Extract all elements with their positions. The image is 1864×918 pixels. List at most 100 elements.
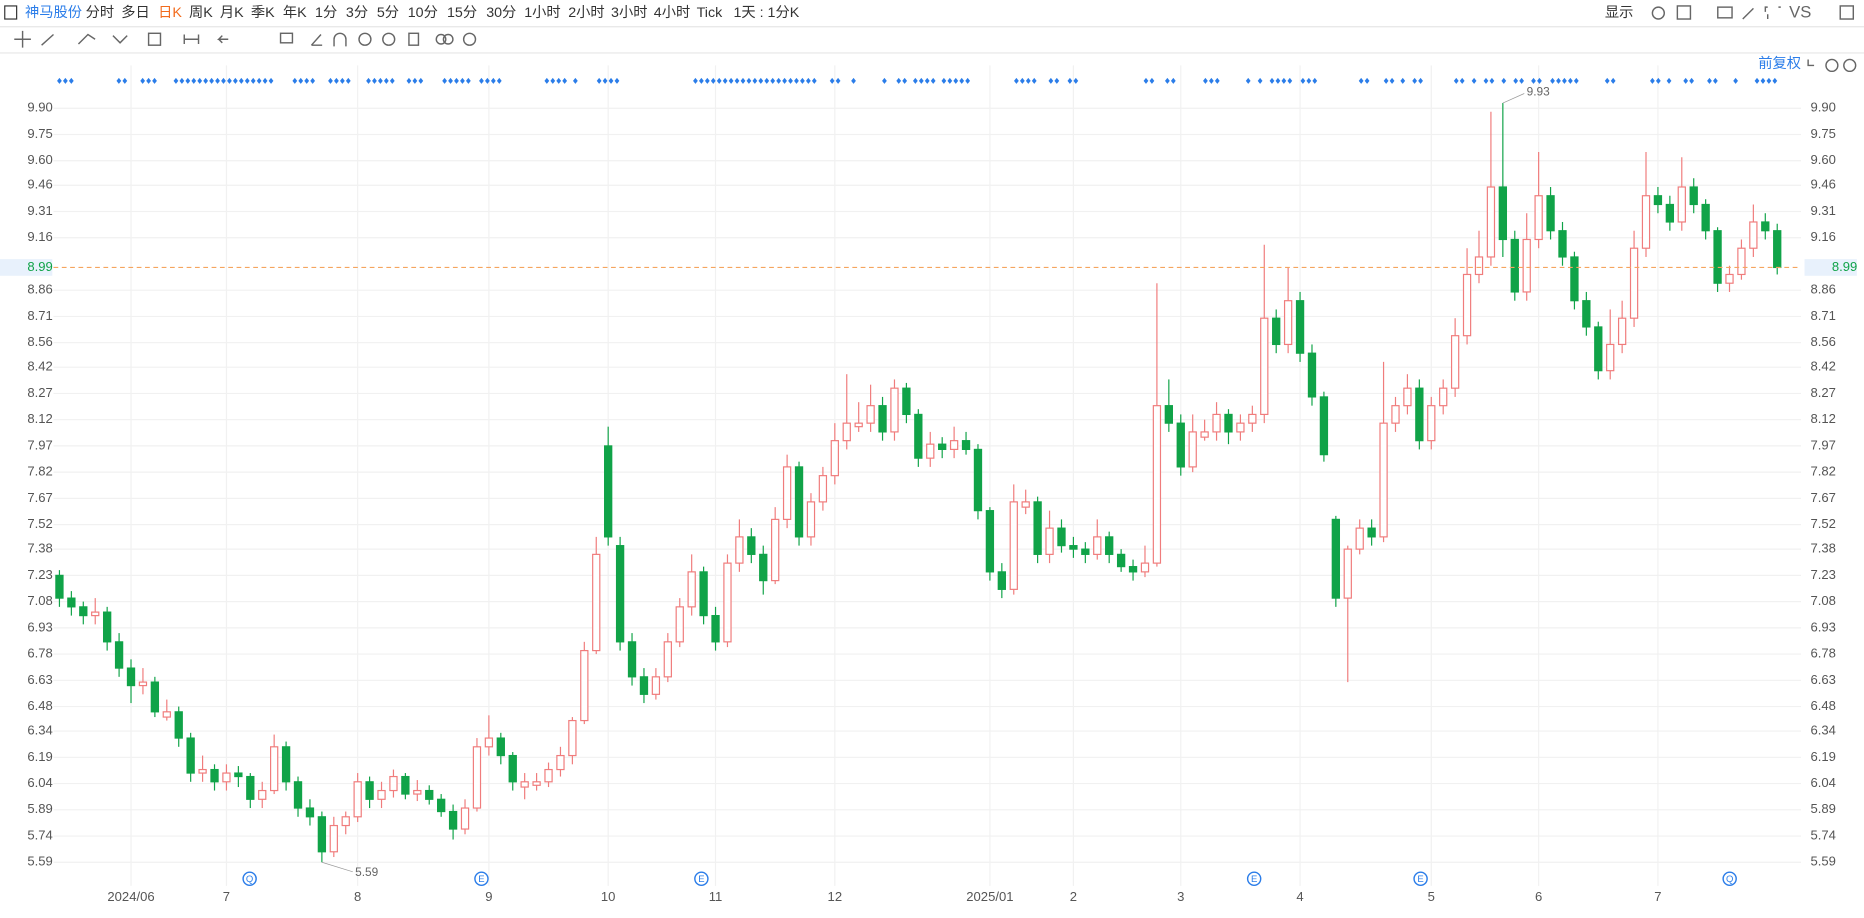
- min-label: 5.59: [355, 865, 379, 879]
- candle-body: [949, 440, 959, 451]
- range-tool[interactable]: [183, 34, 200, 44]
- reset-icon[interactable]: [1807, 59, 1815, 67]
- candle-body: [114, 641, 124, 669]
- display-menu[interactable]: 显示: [1605, 5, 1634, 21]
- comment-tool[interactable]: [279, 32, 294, 44]
- candle-body: [210, 768, 219, 783]
- candle-body: [568, 719, 577, 757]
- period-tab[interactable]: 多日: [121, 4, 150, 21]
- event-dot: [191, 77, 197, 84]
- arrow-tool[interactable]: [217, 35, 229, 44]
- period-tab[interactable]: 日K: [158, 5, 182, 21]
- event-dot: [947, 77, 953, 84]
- line-tool[interactable]: [41, 33, 54, 46]
- candle-body: [246, 775, 255, 800]
- hide-tool[interactable]: [382, 32, 396, 46]
- zoom-in[interactable]: [1843, 58, 1857, 73]
- x-tick-label: 7: [223, 889, 230, 904]
- candle-body: [592, 553, 601, 652]
- event-dot: [710, 77, 716, 84]
- event-dot: [1453, 77, 1459, 84]
- candle-body: [854, 422, 863, 428]
- link-tool[interactable]: [442, 33, 454, 45]
- y-tick-label: 5.89: [27, 801, 52, 816]
- event-dot: [596, 77, 602, 84]
- candle-body: [1379, 422, 1388, 538]
- event-dot: [479, 77, 484, 84]
- period-tab[interactable]: 3小时: [611, 4, 647, 21]
- angle-tool[interactable]: [310, 34, 323, 46]
- period-tab[interactable]: 年K: [283, 4, 307, 21]
- y-tick-label: 8.27: [27, 385, 52, 400]
- pen-icon[interactable]: [1742, 7, 1754, 20]
- event-dot: [959, 77, 965, 84]
- delete-tool[interactable]: [408, 32, 420, 46]
- y-tick-label-right: 8.56: [1811, 334, 1836, 349]
- candle-body: [1164, 405, 1173, 424]
- period-tab[interactable]: 2小时: [568, 4, 604, 21]
- period-tab[interactable]: 3分: [346, 4, 368, 21]
- settings-tool[interactable]: [462, 32, 477, 46]
- candle-body: [1069, 545, 1078, 550]
- channel-tool[interactable]: [77, 33, 96, 45]
- y-tick-label: 5.74: [27, 827, 52, 842]
- period-tab[interactable]: Tick: [697, 5, 723, 21]
- event-dot: [562, 77, 568, 84]
- measure-tool[interactable]: [147, 32, 162, 46]
- y-tick-label: 7.23: [27, 567, 52, 582]
- fullscreen-icon[interactable]: [1764, 6, 1781, 20]
- layout-icon[interactable]: [1676, 5, 1692, 20]
- event-dot: [63, 77, 68, 84]
- adjust-mode[interactable]: 前复权: [1758, 54, 1801, 72]
- candle-body: [1737, 247, 1746, 276]
- y-tick-label-right: 7.67: [1811, 490, 1836, 505]
- period-tab[interactable]: 1小时: [524, 4, 560, 21]
- period-tab[interactable]: 30分: [486, 4, 516, 21]
- event-dot: [758, 77, 764, 84]
- camera-icon[interactable]: [1717, 6, 1733, 19]
- period-tab[interactable]: 月K: [220, 5, 244, 21]
- candle-body: [902, 387, 911, 416]
- move-tool[interactable]: [14, 30, 31, 48]
- candle-body: [1391, 405, 1400, 424]
- candle-body: [1248, 413, 1257, 424]
- event-letter: E: [1417, 874, 1423, 885]
- period-tab[interactable]: 分时: [86, 4, 115, 21]
- period-tab[interactable]: 季K: [251, 4, 275, 21]
- period-tab[interactable]: 15分: [447, 4, 477, 21]
- magnet-tool[interactable]: [333, 32, 347, 47]
- period-tab[interactable]: 5分: [377, 4, 399, 21]
- panel-icon[interactable]: [4, 5, 18, 20]
- candle-body: [985, 510, 995, 573]
- candle-body: [1641, 195, 1651, 249]
- stock-name[interactable]: 神马股份: [25, 4, 82, 21]
- event-dot: [366, 77, 371, 84]
- link-tool[interactable]: [435, 33, 447, 45]
- event-dot: [550, 77, 556, 84]
- period-tab[interactable]: 1分: [315, 4, 337, 21]
- event-dot: [924, 77, 930, 84]
- max-leader: [1502, 93, 1525, 104]
- wave-tool[interactable]: [112, 35, 128, 44]
- period-tab[interactable]: 10分: [408, 4, 438, 21]
- event-dot: [1364, 77, 1370, 84]
- zoom-out[interactable]: [1825, 58, 1839, 73]
- y-tick-label: 6.04: [27, 775, 52, 790]
- event-dot: [250, 77, 256, 84]
- sidebar-icon[interactable]: [1839, 5, 1855, 20]
- candle-body: [341, 816, 350, 827]
- y-tick-label: 7.82: [27, 464, 52, 479]
- period-tab[interactable]: 4小时: [654, 4, 690, 21]
- compare-button[interactable]: VS: [1789, 2, 1811, 21]
- candle-body: [150, 681, 160, 713]
- y-tick-label-right: 5.59: [1811, 854, 1836, 869]
- period-tab[interactable]: 1天 : 1分K: [733, 4, 799, 21]
- lock-tool[interactable]: [358, 32, 372, 46]
- event-dot: [1489, 77, 1495, 84]
- last-price-label: 8.99: [27, 259, 52, 274]
- period-tab[interactable]: 周K: [189, 5, 213, 21]
- candle-body: [270, 746, 279, 792]
- candle-body: [1224, 413, 1233, 433]
- settings-icon[interactable]: [1651, 6, 1665, 20]
